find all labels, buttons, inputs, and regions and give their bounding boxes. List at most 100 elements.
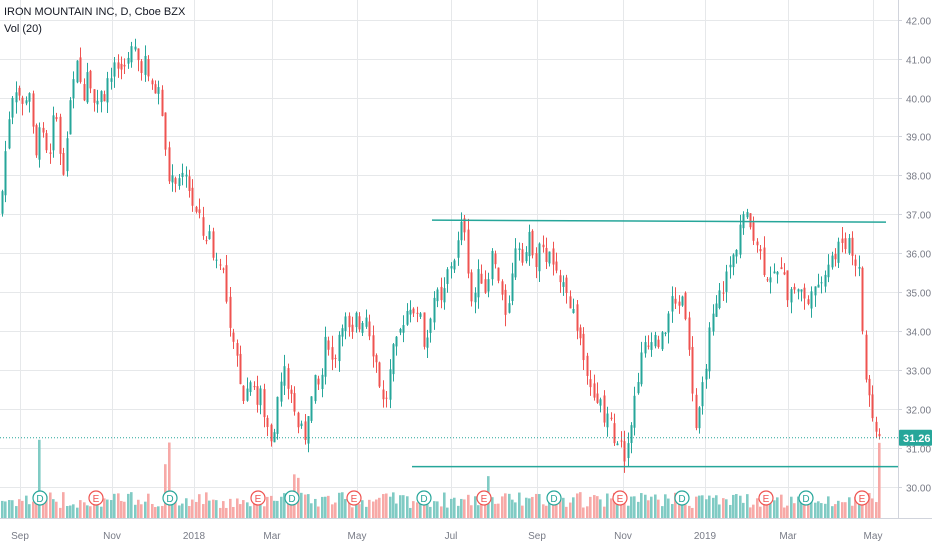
- marker-circle: [612, 490, 628, 506]
- dividend-marker[interactable]: D: [162, 490, 178, 506]
- volume-bar: [579, 492, 582, 518]
- dividend-marker[interactable]: D: [416, 490, 432, 506]
- volume-bar: [769, 492, 772, 518]
- dividend-marker[interactable]: D: [546, 490, 562, 506]
- candle-body: [545, 247, 548, 262]
- candle-body: [412, 308, 415, 314]
- candle-body: [501, 281, 504, 295]
- candle-body: [154, 84, 157, 94]
- candle-body: [446, 269, 449, 284]
- earnings-marker[interactable]: E: [854, 490, 870, 506]
- volume-bar: [348, 495, 351, 518]
- candle-body: [280, 381, 283, 402]
- candle-body: [875, 421, 878, 432]
- volume-bar: [718, 504, 721, 518]
- marker-circle: [798, 490, 814, 506]
- volume-bar: [174, 498, 177, 518]
- dividend-marker[interactable]: D: [674, 490, 690, 506]
- candle-body: [18, 87, 21, 96]
- candle-body: [191, 187, 194, 206]
- dividend-marker[interactable]: D: [798, 490, 814, 506]
- candle-body: [735, 249, 738, 257]
- candles: [1, 38, 881, 473]
- volume-bar: [542, 504, 545, 518]
- volume-bar: [100, 506, 103, 518]
- volume-bar: [28, 504, 31, 518]
- candle-body: [38, 127, 41, 160]
- earnings-marker[interactable]: E: [88, 490, 104, 506]
- volume-bar: [236, 498, 239, 518]
- price-axis[interactable]: 30.00 31.00 32.00 33.00 34.00 35.00 36.00 37.00…: [898, 17, 931, 495]
- volume-bar: [572, 497, 575, 518]
- volume-indicator-title[interactable]: Vol (20): [4, 23, 42, 35]
- marker-letter: E: [859, 494, 866, 505]
- candle-body: [242, 385, 245, 402]
- earnings-marker[interactable]: E: [758, 490, 774, 506]
- candle-body: [514, 248, 517, 278]
- volume-bar: [134, 504, 137, 518]
- volume-bar: [137, 499, 140, 518]
- volume-bar: [433, 501, 436, 518]
- candle-body: [627, 443, 630, 459]
- candle-body: [100, 91, 103, 103]
- candle-body: [314, 374, 317, 402]
- volume-bar: [467, 494, 470, 518]
- dividend-marker[interactable]: D: [32, 490, 48, 506]
- candle-body: [542, 244, 545, 248]
- x-tick-label: 2018: [183, 531, 206, 542]
- volume-bar: [504, 493, 507, 518]
- volume-bar: [45, 496, 48, 518]
- volume-bars: [1, 439, 881, 518]
- earnings-marker[interactable]: E: [476, 490, 492, 506]
- earnings-marker[interactable]: E: [346, 490, 362, 506]
- resistance-trendline[interactable]: [431, 219, 887, 223]
- candle-body: [457, 240, 460, 258]
- volume-bar: [569, 502, 572, 518]
- y-tick-label: 42.00: [906, 17, 931, 28]
- volume-bar: [147, 493, 150, 518]
- candle-body: [375, 355, 378, 363]
- volume-bar: [334, 502, 337, 518]
- earnings-marker[interactable]: E: [612, 490, 628, 506]
- candle-body: [399, 329, 402, 333]
- candle-body: [351, 324, 354, 332]
- candle-body: [647, 345, 650, 347]
- candle-body: [776, 271, 779, 275]
- volume-bar: [290, 505, 293, 518]
- candle-body: [137, 48, 140, 61]
- candle-body: [297, 412, 300, 428]
- volume-bar: [49, 492, 52, 518]
- candle-body: [79, 57, 82, 82]
- candle-body: [117, 62, 120, 69]
- marker-letter: D: [288, 494, 295, 505]
- candle-body: [725, 271, 728, 292]
- candle-body: [630, 425, 633, 443]
- volume-bar: [93, 500, 96, 518]
- candle-body: [195, 206, 198, 212]
- candle-body: [55, 117, 58, 120]
- x-tick-label: Sep: [528, 531, 546, 542]
- candle-body: [511, 273, 514, 302]
- candle-body: [814, 286, 817, 296]
- volume-bar: [722, 498, 725, 518]
- marker-circle: [758, 490, 774, 506]
- candle-body: [276, 396, 279, 434]
- volume-bar: [871, 498, 874, 518]
- time-axis[interactable]: Sep Nov 2018 Mar May Jul Sep Nov 2019 Mar May: [11, 531, 882, 542]
- earnings-marker[interactable]: E: [250, 490, 266, 506]
- candle-body: [144, 55, 147, 75]
- volume-bar: [528, 498, 531, 518]
- volume-bar: [477, 505, 480, 518]
- dividend-marker[interactable]: D: [284, 490, 300, 506]
- marker-letter: D: [802, 494, 809, 505]
- candle-body: [15, 92, 18, 103]
- symbol-title[interactable]: IRON MOUNTAIN INC, D, Cboe BZX: [4, 6, 186, 18]
- candle-body: [263, 389, 266, 418]
- volume-bar: [667, 498, 670, 518]
- candle-body: [637, 381, 640, 394]
- volume-bar: [616, 497, 619, 518]
- candle-body: [606, 413, 609, 428]
- candle-body: [266, 417, 269, 427]
